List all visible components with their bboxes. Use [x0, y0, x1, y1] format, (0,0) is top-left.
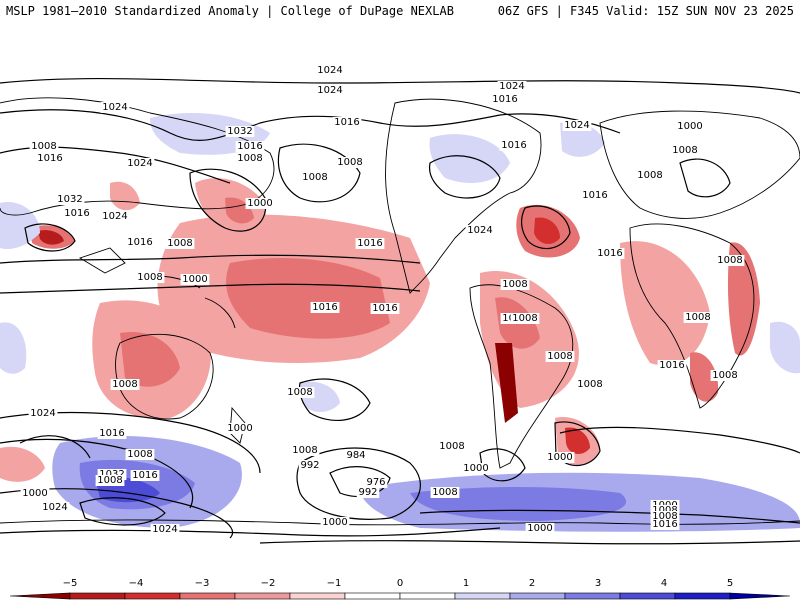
isobar-label: 1024 [499, 81, 524, 92]
isobar-label: 1000 [227, 423, 252, 434]
isobar-label: 1024 [102, 211, 127, 222]
isobar-label: 1024 [467, 225, 492, 236]
isobar-label: 1024 [30, 408, 55, 419]
isobar-label: 1008 [97, 475, 122, 486]
isobar-label: 1008 [637, 170, 662, 181]
isobar-label: 976 [366, 477, 385, 488]
colorbar-tick: 1 [463, 578, 469, 589]
isobar-label: 1016 [659, 360, 684, 371]
isobar-label: 1024 [127, 158, 152, 169]
map-title: MSLP 1981–2010 Standardized Anomaly | Co… [6, 4, 454, 18]
isobar-label: 1000 [247, 198, 272, 209]
colorbar-segment [674, 592, 731, 600]
isobar-label: 1024 [317, 85, 342, 96]
isobar-label: 1016 [127, 237, 152, 248]
isobar-label: 1032 [227, 126, 252, 137]
isobar-label: 1008 [237, 153, 262, 164]
isobar-label: 1016 [334, 117, 359, 128]
colorbar-tick: −1 [327, 578, 342, 589]
isobar-label: 1000 [322, 517, 347, 528]
isobar-label: 1008 [512, 313, 537, 324]
isobar-label: 1008 [31, 141, 56, 152]
colorbar-tick: −3 [195, 578, 210, 589]
isobar-label: 1016 [37, 153, 62, 164]
anomaly-map: 1024102410241016102410321016101610081016… [0, 23, 800, 560]
isobar-labels: 1024102410241016102410321016101610081016… [20, 65, 745, 535]
isobar-label: 1016 [582, 190, 607, 201]
colorbar-segment [344, 592, 401, 600]
colorbar-tick: 4 [661, 578, 667, 589]
isobar-label: 1008 [137, 272, 162, 283]
isobar-label: 1024 [564, 120, 589, 131]
isobar-label: 1016 [357, 238, 382, 249]
isobar-label: 1008 [685, 312, 710, 323]
isobar-label: 1008 [112, 379, 137, 390]
colorbar-tick: 2 [529, 578, 535, 589]
isobar-label: 1016 [501, 140, 526, 151]
isobar-label: 1008 [127, 449, 152, 460]
isobar-label: 1008 [717, 255, 742, 266]
isobar-label: 1016 [99, 428, 124, 439]
model-run-label: 06Z GFS | F345 Valid: 15Z SUN NOV 23 202… [497, 4, 794, 18]
isobar-label: 1000 [22, 488, 47, 499]
isobar-label: 1024 [102, 102, 127, 113]
colorbar-tick: 0 [397, 578, 403, 589]
isobars [0, 77, 800, 545]
isobar-label: 1032 [99, 469, 124, 480]
isobar-label: 1032 [57, 194, 82, 205]
isobar-label: 1000 [677, 121, 702, 132]
colorbar-segment [69, 592, 126, 600]
isobar-label: 1008 [287, 387, 312, 398]
colorbar-segment [234, 592, 291, 600]
colorbar-segment [124, 592, 181, 600]
colorbar-min-arrow [9, 592, 71, 600]
isobar-label: 1008 [439, 441, 464, 452]
isobar-label: 992 [300, 460, 319, 471]
isobar-label: 1016 [237, 141, 262, 152]
isobar-label: 1008 [292, 445, 317, 456]
isobar-label: 1016 [312, 302, 337, 313]
colorbar-tick: −2 [261, 578, 276, 589]
isobar-label: 1008 [672, 145, 697, 156]
isobar-label: 1000 [182, 274, 207, 285]
colorbar-segment [509, 592, 566, 600]
colorbar-tick: 3 [595, 578, 601, 589]
isobar-label: 1008 [502, 279, 527, 290]
isobar-label: 1008 [302, 172, 327, 183]
isobar-label: 1000 [547, 452, 572, 463]
isobar-label: 1008 [432, 487, 457, 498]
isobar-label: 1016 [652, 519, 677, 530]
isobar-label: 1008 [547, 351, 572, 362]
isobar-label: 984 [346, 450, 365, 461]
anomaly-shading [0, 113, 800, 532]
isobar-label: 1024 [42, 502, 67, 513]
isobar-label: 1024 [152, 524, 177, 535]
colorbar-max-arrow [729, 592, 791, 600]
isobar-label: 1016 [597, 248, 622, 259]
colorbar-segment [399, 592, 456, 600]
colorbar-tick: 5 [727, 578, 733, 589]
isobar-label: 1008 [712, 370, 737, 381]
isobar-label: 1016 [372, 303, 397, 314]
isobar-label: 1016 [64, 208, 89, 219]
colorbar-segment [179, 592, 236, 600]
isobar-label: 1000 [463, 463, 488, 474]
isobar-label: 1008 [652, 511, 677, 522]
colorbar: −5 −4 −3 −2 −1 0 1 2 3 4 5 [9, 578, 791, 600]
isobar-label: 1008 [337, 157, 362, 168]
isobar-label: 1008 [652, 505, 677, 516]
isobar-label: 1000 [527, 523, 552, 534]
colorbar-segment [619, 592, 676, 600]
isobar-label: 1008 [577, 379, 602, 390]
colorbar-segment [454, 592, 511, 600]
isobar-label: 1016 [492, 94, 517, 105]
colorbar-tick: −5 [63, 578, 78, 589]
isobar-label: 1008 [167, 238, 192, 249]
isobar-label: 992 [358, 487, 377, 498]
colorbar-tick: −4 [129, 578, 144, 589]
isobar-label: 1024 [317, 65, 342, 76]
isobar-label: 1016 [132, 470, 157, 481]
colorbar-segment [564, 592, 621, 600]
colorbar-segment [289, 592, 346, 600]
